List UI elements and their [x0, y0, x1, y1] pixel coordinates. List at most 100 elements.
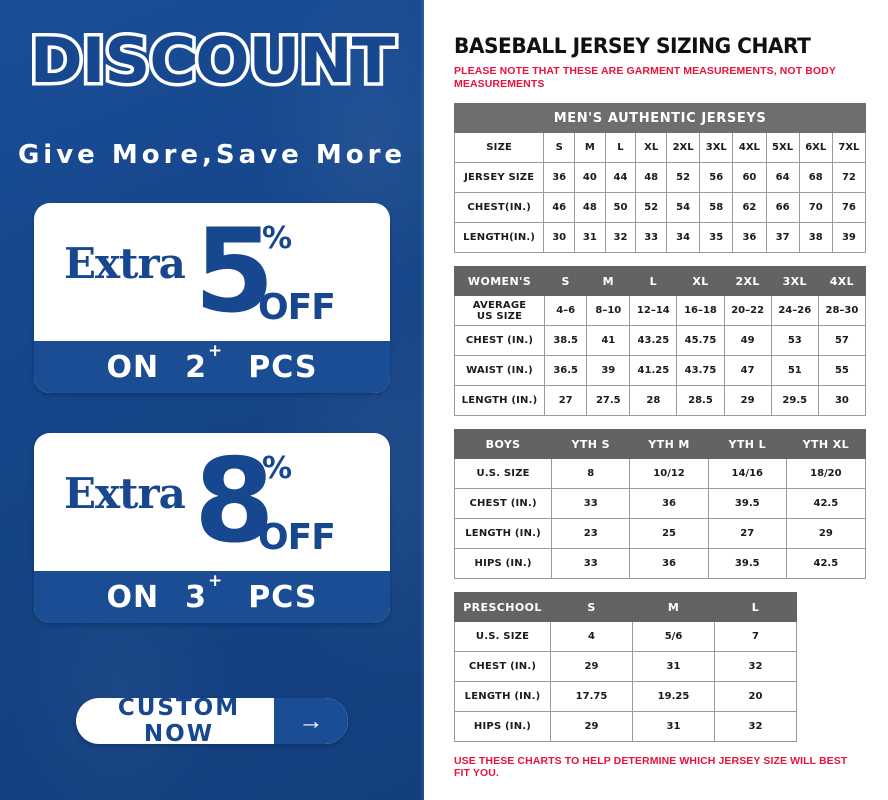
table-cell: 30	[543, 222, 575, 253]
sizing-table-men-s-authentic-jerseys: MEN'S AUTHENTIC JERSEYS SIZE S M L XL 2XL 3XL 4X…	[453, 103, 867, 253]
column-header: XL	[676, 266, 725, 296]
table-cell: 56	[699, 162, 734, 193]
column-header: S	[544, 266, 588, 296]
offer-qty-plus: +	[208, 570, 224, 591]
table-row: CHEST (IN.) 38.5 41 43.25 45.75 49 53 57	[453, 325, 867, 356]
table-cell: 37	[765, 222, 800, 253]
table-cell: 52	[635, 192, 668, 223]
table-cell: 29	[550, 651, 633, 682]
table-cell: 54	[666, 192, 701, 223]
table-cell: 43.25	[629, 325, 678, 356]
offer-qty-plus: +	[208, 340, 224, 361]
table-cell: 5/6	[632, 621, 715, 652]
table-cell: 31	[574, 222, 606, 253]
table-row: LENGTH(IN.) 30 31 32 33 34 35 36 37 38 39	[453, 222, 867, 253]
column-header: 3XL	[699, 132, 734, 163]
column-header: 2XL	[723, 266, 772, 296]
row-header: AVERAGE US SIZE	[453, 295, 546, 326]
promo-panel: DISCOUNT Give More,Save More Extra 5 % O…	[0, 0, 424, 800]
row-header: HIPS (IN.)	[453, 548, 553, 579]
column-header-label: PRESCHOOL	[454, 592, 551, 622]
table-cell: 57	[817, 325, 867, 356]
offer-card-8-percent[interactable]: Extra 8 % OFF ON 3+ PCS	[34, 433, 390, 623]
table-cell: 16–18	[676, 295, 725, 326]
page-title: BASEBALL JERSEY SIZING CHART	[454, 34, 811, 58]
offer-card-5-percent[interactable]: Extra 5 % OFF ON 2+ PCS	[34, 203, 390, 393]
table-cell: 39	[831, 222, 867, 253]
table-cell: 36	[629, 548, 709, 579]
table-cell: 28–30	[817, 295, 867, 326]
column-header: L	[604, 132, 637, 163]
offer-qty-value: 3	[185, 579, 208, 615]
offer-percent-value: 8	[194, 434, 275, 569]
column-header: 7XL	[831, 132, 867, 163]
table-cell: 17.75	[550, 681, 633, 712]
table-cell: 62	[732, 192, 767, 223]
table-cell: 72	[831, 162, 867, 193]
offer-pcs-label: PCS	[248, 579, 318, 615]
offer-card-body: Extra 8 % OFF	[34, 433, 390, 571]
table-cell: 32	[714, 711, 797, 742]
column-header-label: SIZE	[453, 132, 545, 163]
table-cell: 45.75	[676, 325, 725, 356]
row-header: U.S. SIZE	[454, 621, 551, 652]
table-cell: 58	[699, 192, 734, 223]
table-cell: 29.5	[770, 385, 819, 416]
table-cell: 55	[817, 355, 867, 386]
table-cell: 64	[765, 162, 800, 193]
table-row: LENGTH (IN.) 23 25 27 29	[453, 518, 867, 549]
table-header-row: WOMEN'S S M L XL 2XL 3XL 4XL	[453, 266, 867, 296]
offer-condition-bar: ON 3+ PCS	[34, 571, 390, 623]
table-cell: 39.5	[707, 548, 787, 579]
table-cell: 36	[629, 488, 709, 519]
table-row: HIPS (IN.) 29 31 32	[454, 711, 797, 742]
table-cell: 31	[632, 711, 715, 742]
table-cell: 39.5	[707, 488, 787, 519]
table-cell: 8–10	[586, 295, 631, 326]
column-header: 4XL	[817, 266, 867, 296]
table-cell: 41	[586, 325, 631, 356]
offer-off-label: OFF	[258, 287, 336, 328]
table-cell: 32	[604, 222, 637, 253]
table-cell: 29	[550, 711, 633, 742]
table-cell: 50	[604, 192, 637, 223]
table-cell: 8	[551, 458, 631, 489]
column-header: M	[586, 266, 631, 296]
measurement-note: PLEASE NOTE THAT THESE ARE GARMENT MEASU…	[454, 65, 836, 90]
table-cell: 29	[785, 518, 867, 549]
table-cell: 47	[723, 355, 772, 386]
discount-headline-wrap: DISCOUNT	[0, 26, 424, 95]
row-header: LENGTH (IN.)	[454, 681, 551, 712]
table-row: AVERAGE US SIZE 4–6 8–10 12–14 16–18 20–22 24–2…	[453, 295, 867, 326]
offer-qty-value: 2	[185, 349, 208, 385]
row-header: LENGTH (IN.)	[453, 385, 546, 416]
chart-footer-note: USE THESE CHARTS TO HELP DETERMINE WHICH…	[454, 755, 848, 779]
table-header-row: PRESCHOOL S M L	[454, 592, 797, 622]
row-header: HIPS (IN.)	[454, 711, 551, 742]
column-header: 3XL	[770, 266, 819, 296]
table-cell: 53	[770, 325, 819, 356]
custom-now-button[interactable]: CUSTOM NOW →	[76, 698, 348, 744]
offer-percent-value: 5	[194, 204, 275, 339]
row-header: LENGTH (IN.)	[453, 518, 553, 549]
table-header-row: BOYS YTH S YTH M YTH L YTH XL	[453, 429, 867, 459]
table-cell: 33	[551, 488, 631, 519]
sizing-table-women-s: WOMEN'S S M L XL 2XL 3XL 4XL AVERAGE US SIZE 4–6 8–…	[453, 266, 867, 416]
column-header: S	[550, 592, 633, 622]
column-header: M	[632, 592, 715, 622]
tables-host: MEN'S AUTHENTIC JERSEYS SIZE S M L XL 2XL 3XL 4X…	[453, 103, 867, 742]
column-header: L	[714, 592, 797, 622]
column-header: 6XL	[798, 132, 833, 163]
table-row: LENGTH (IN.) 17.75 19.25 20	[454, 681, 797, 712]
column-header-label: WOMEN'S	[453, 266, 546, 296]
offer-card-body: Extra 5 % OFF	[34, 203, 390, 341]
table-row: CHEST(IN.) 46 48 50 52 54 58 62 66 70 76	[453, 192, 867, 223]
table-cell: 42.5	[785, 548, 867, 579]
table-cell: 33	[551, 548, 631, 579]
table-cell: 42.5	[785, 488, 867, 519]
offer-pcs-label: PCS	[248, 349, 318, 385]
table-cell: 27.5	[586, 385, 631, 416]
table-row: U.S. SIZE 4 5/6 7	[454, 621, 797, 652]
table-cell: 48	[635, 162, 668, 193]
row-header: CHEST(IN.)	[453, 192, 545, 223]
